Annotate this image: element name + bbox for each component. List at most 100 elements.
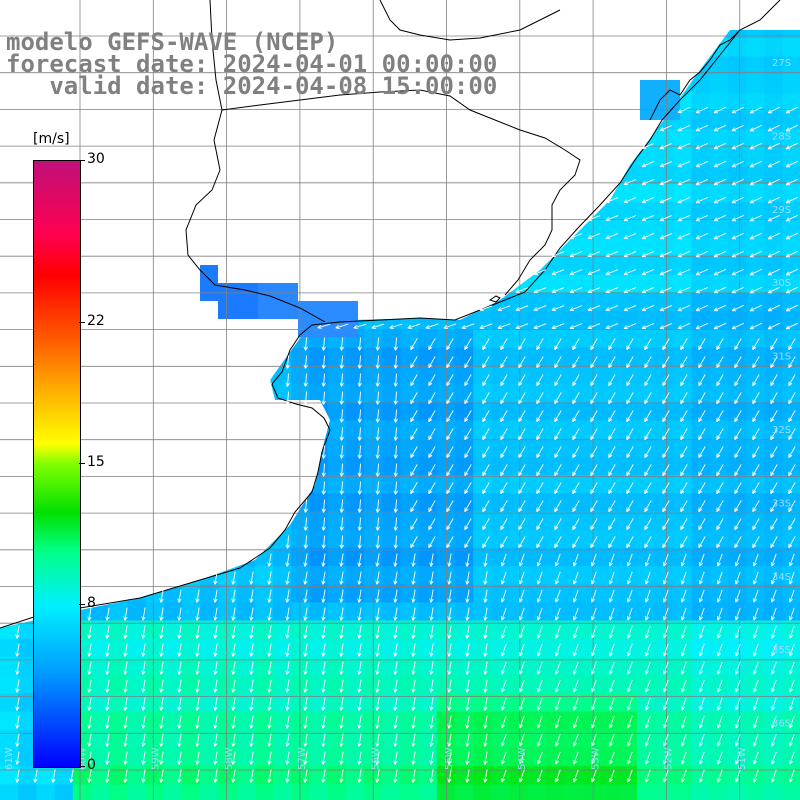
wind-arrow	[500, 428, 508, 441]
wind-arrow	[410, 374, 418, 387]
wind-arrow	[680, 679, 687, 693]
wind-arrow	[608, 518, 616, 531]
latitude-label: 33S	[772, 498, 791, 509]
wind-speed-cell	[673, 693, 693, 713]
wind-speed-cell	[91, 511, 110, 531]
wind-arrow	[551, 251, 565, 258]
wind-speed-cell	[491, 202, 511, 221]
wind-speed-cell	[491, 256, 511, 276]
wind-speed-cell	[637, 165, 656, 185]
wind-arrow	[267, 607, 272, 621]
wind-arrow	[572, 661, 579, 675]
wind-speed-cell	[527, 129, 547, 148]
wind-speed-cell	[782, 111, 800, 130]
wind-speed-cell	[182, 274, 201, 294]
wind-arrow	[770, 715, 777, 729]
wind-speed-cell	[0, 675, 19, 694]
wind-speed-cell	[728, 365, 747, 385]
wind-arrow	[767, 142, 781, 150]
wind-speed-cell	[400, 256, 420, 276]
wind-arrow	[267, 553, 272, 567]
wind-speed-cell	[309, 766, 329, 785]
wind-arrow	[536, 607, 543, 621]
wind-arrow	[410, 482, 418, 495]
wind-speed-cell	[600, 147, 620, 167]
wind-speed-cell	[0, 493, 19, 512]
wind-arrow	[770, 589, 777, 603]
wind-speed-cell	[655, 38, 674, 57]
wind-arrow	[680, 607, 687, 621]
wind-arrow	[446, 482, 454, 495]
wind-arrow	[393, 499, 398, 513]
wind-speed-cell	[236, 183, 256, 203]
wind-speed-cell	[728, 711, 747, 731]
wind-speed-cell	[546, 438, 565, 458]
wind-arrow	[482, 500, 490, 513]
wind-speed-cell	[600, 602, 620, 622]
wind-speed-cell	[764, 729, 784, 749]
wind-speed-cell	[182, 602, 201, 622]
wind-speed-cell	[236, 165, 256, 185]
wind-arrow	[195, 697, 200, 711]
wind-arrow	[357, 589, 362, 603]
wind-speed-cell	[509, 202, 529, 221]
wind-arrow	[159, 607, 164, 621]
wind-arrow	[695, 214, 709, 222]
wind-speed-cell	[109, 129, 128, 148]
wind-speed-cell	[163, 475, 183, 494]
wind-arrow	[303, 751, 308, 765]
wind-arrow	[677, 268, 691, 276]
wind-speed-cell	[637, 402, 656, 421]
wind-speed-cell	[509, 438, 529, 458]
wind-speed-cell	[600, 438, 620, 458]
wind-speed-cell	[618, 766, 638, 785]
wind-speed-cell	[600, 675, 620, 694]
wind-speed-cell	[273, 511, 292, 531]
wind-speed-cell	[564, 657, 583, 676]
wind-arrow	[785, 232, 799, 240]
wind-speed-cell	[473, 238, 492, 258]
wind-arrow	[335, 323, 349, 329]
wind-speed-cell	[509, 675, 529, 694]
wind-speed-cell	[746, 584, 765, 603]
wind-speed-cell	[618, 402, 638, 421]
wind-speed-cell	[709, 183, 729, 203]
wind-speed-cell	[728, 311, 747, 330]
wind-speed-cell	[200, 238, 219, 258]
wind-arrow	[483, 661, 488, 675]
wind-arrow	[177, 715, 182, 729]
wind-arrow	[515, 305, 529, 312]
wind-speed-cell	[382, 183, 401, 203]
wind-arrow	[713, 178, 727, 186]
wind-speed-cell	[600, 384, 620, 403]
wind-arrow	[734, 571, 741, 585]
wind-speed-cell	[418, 456, 438, 476]
wind-arrow	[716, 625, 723, 639]
wind-arrow	[623, 305, 637, 312]
wind-speed-cell	[418, 657, 438, 676]
wind-arrow	[644, 679, 651, 693]
wind-speed-cell	[546, 56, 565, 76]
wind-arrow	[231, 661, 236, 675]
wind-arrow	[680, 571, 687, 585]
wind-speed-cell	[600, 529, 620, 549]
wind-speed-cell	[600, 748, 620, 767]
wind-speed-cell	[291, 438, 310, 458]
wind-speed-cell	[327, 766, 347, 785]
wind-speed-cell	[455, 493, 474, 512]
latitude-label: 34S	[772, 572, 791, 583]
wind-speed-cell	[327, 748, 347, 767]
wind-speed-cell	[473, 547, 492, 567]
wind-arrow	[321, 463, 326, 477]
wind-speed-cell	[400, 584, 420, 603]
wind-speed-cell	[127, 147, 147, 167]
wind-arrow	[608, 607, 615, 621]
wind-arrow	[536, 410, 544, 423]
wind-speed-cell	[236, 584, 256, 603]
wind-arrow	[536, 482, 544, 495]
wind-speed-cell	[637, 347, 656, 367]
wind-arrow	[788, 482, 796, 495]
wind-speed-cell	[182, 402, 201, 421]
wind-arrow	[375, 391, 380, 405]
wind-arrow	[788, 553, 795, 567]
